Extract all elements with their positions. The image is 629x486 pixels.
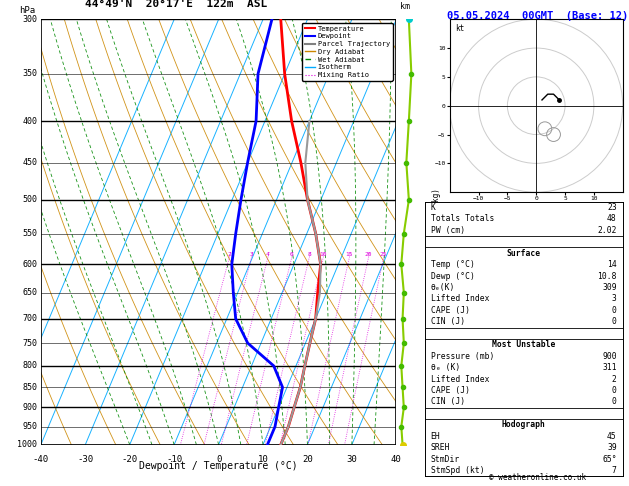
Text: Surface: Surface: [506, 249, 541, 258]
Text: 05.05.2024  00GMT  (Base: 12): 05.05.2024 00GMT (Base: 12): [447, 11, 628, 21]
Text: 30: 30: [347, 455, 357, 464]
Text: CAPE (J): CAPE (J): [430, 306, 469, 315]
Text: CAPE (J): CAPE (J): [430, 386, 469, 395]
Text: Mixing Ratio (g/kg): Mixing Ratio (g/kg): [431, 188, 441, 276]
Text: -30: -30: [77, 455, 93, 464]
Text: SREH: SREH: [430, 443, 450, 452]
Text: 44°49'N  20°17'E  122m  ASL: 44°49'N 20°17'E 122m ASL: [85, 0, 267, 9]
Text: 900: 900: [23, 403, 37, 412]
Text: EH: EH: [430, 432, 440, 441]
Text: PW (cm): PW (cm): [430, 226, 465, 235]
X-axis label: Dewpoint / Temperature (°C): Dewpoint / Temperature (°C): [139, 461, 298, 471]
Text: CIN (J): CIN (J): [430, 317, 465, 326]
Text: 2: 2: [612, 375, 617, 383]
Text: 1000: 1000: [18, 440, 37, 449]
Text: 10.8: 10.8: [598, 272, 617, 280]
Text: -10: -10: [166, 455, 182, 464]
Text: Dewp (°C): Dewp (°C): [430, 272, 474, 280]
Text: Temp (°C): Temp (°C): [430, 260, 474, 269]
Text: 350: 350: [23, 69, 37, 78]
Text: 7: 7: [398, 142, 403, 151]
Text: km: km: [400, 2, 410, 11]
Text: 0: 0: [216, 455, 221, 464]
Text: 4: 4: [266, 252, 270, 257]
Text: 8: 8: [398, 69, 403, 78]
Text: 65°: 65°: [602, 454, 617, 464]
Text: 950: 950: [23, 422, 37, 431]
Text: 23: 23: [607, 203, 617, 212]
Text: 311: 311: [602, 363, 617, 372]
Text: 6: 6: [398, 209, 403, 218]
Text: 0: 0: [612, 398, 617, 406]
Text: 3: 3: [612, 295, 617, 303]
Text: © weatheronline.co.uk: © weatheronline.co.uk: [489, 473, 586, 482]
Text: 20: 20: [365, 252, 372, 257]
Text: 500: 500: [23, 195, 37, 205]
Text: 2.02: 2.02: [598, 226, 617, 235]
Text: 4: 4: [398, 299, 403, 308]
Text: 0: 0: [612, 306, 617, 315]
Text: 25: 25: [380, 252, 387, 257]
Text: 14: 14: [607, 260, 617, 269]
Text: Hodograph: Hodograph: [502, 420, 545, 429]
Text: -40: -40: [33, 455, 49, 464]
Text: 1: 1: [398, 418, 403, 427]
Text: Pressure (mb): Pressure (mb): [430, 352, 494, 361]
Text: 450: 450: [23, 158, 37, 167]
Text: 750: 750: [23, 339, 37, 347]
Text: 10: 10: [258, 455, 269, 464]
Text: 45: 45: [607, 432, 617, 441]
Text: StmDir: StmDir: [430, 454, 460, 464]
Text: hPa: hPa: [19, 6, 36, 15]
Text: StmSpd (kt): StmSpd (kt): [430, 466, 484, 475]
Text: Totals Totals: Totals Totals: [430, 214, 494, 224]
Text: 40: 40: [391, 455, 402, 464]
Text: 7: 7: [612, 466, 617, 475]
Text: ASL: ASL: [400, 24, 415, 33]
Text: 15: 15: [345, 252, 353, 257]
Text: 700: 700: [23, 314, 37, 323]
Text: 2: 2: [227, 252, 231, 257]
Text: 850: 850: [23, 383, 37, 392]
Text: 800: 800: [23, 362, 37, 370]
Text: 10: 10: [320, 252, 327, 257]
Text: -20: -20: [121, 455, 138, 464]
Text: CIN (J): CIN (J): [430, 398, 465, 406]
Text: kt: kt: [455, 24, 464, 34]
Text: 0: 0: [612, 317, 617, 326]
Text: 2: 2: [398, 379, 403, 388]
Text: LCL: LCL: [398, 430, 412, 438]
Text: 300: 300: [23, 15, 37, 24]
Text: 39: 39: [607, 443, 617, 452]
Text: 650: 650: [23, 288, 37, 297]
Text: θₑ(K): θₑ(K): [430, 283, 455, 292]
Text: Lifted Index: Lifted Index: [430, 375, 489, 383]
Text: 309: 309: [602, 283, 617, 292]
Text: θₑ (K): θₑ (K): [430, 363, 460, 372]
Text: K: K: [430, 203, 435, 212]
Legend: Temperature, Dewpoint, Parcel Trajectory, Dry Adiabat, Wet Adiabat, Isotherm, Mi: Temperature, Dewpoint, Parcel Trajectory…: [302, 23, 392, 81]
Text: 6: 6: [289, 252, 293, 257]
Text: 0: 0: [612, 386, 617, 395]
Text: 900: 900: [602, 352, 617, 361]
Text: Most Unstable: Most Unstable: [492, 340, 555, 349]
Text: 8: 8: [307, 252, 311, 257]
Text: 400: 400: [23, 117, 37, 125]
Text: 3: 3: [250, 252, 253, 257]
Text: 3: 3: [398, 343, 403, 352]
Text: 550: 550: [23, 229, 37, 238]
Text: Lifted Index: Lifted Index: [430, 295, 489, 303]
Text: 20: 20: [302, 455, 313, 464]
Text: 600: 600: [23, 260, 37, 269]
Text: 5: 5: [398, 254, 403, 263]
Text: 48: 48: [607, 214, 617, 224]
